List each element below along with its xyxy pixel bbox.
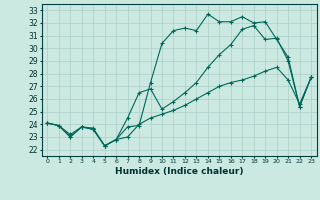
X-axis label: Humidex (Indice chaleur): Humidex (Indice chaleur)	[115, 167, 244, 176]
